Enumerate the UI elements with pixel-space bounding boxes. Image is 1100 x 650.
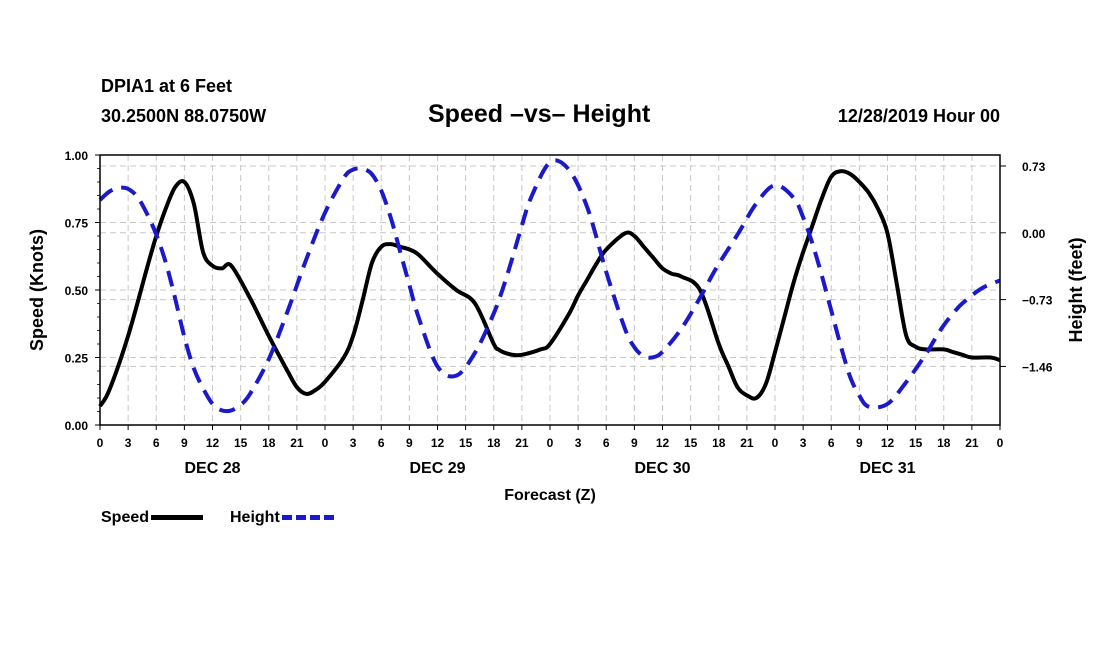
day-label: DEC 30 [634,460,690,477]
day-label: DEC 28 [184,460,240,477]
x-tick-label: 9 [631,436,638,450]
x-tick-label: 15 [234,436,248,450]
chart-title: Speed –vs– Height [428,100,651,128]
legend-height-label: Height [230,509,280,526]
legend-speed-swatch [151,515,204,521]
x-tick-label: 12 [881,436,895,450]
x-tick-label: 6 [603,436,610,450]
x-tick-label: 9 [406,436,413,450]
series-line-speed [98,169,1001,408]
x-tick-label: 15 [684,436,698,450]
left-tick-label: 1.00 [65,149,89,163]
x-tick-label: 21 [515,436,529,450]
x-tick-label: 0 [547,436,554,450]
legend-speed-label: Speed [101,509,150,526]
right-y-axis-label: Height (feet) [1066,238,1086,343]
x-tick-label: 3 [800,436,807,450]
x-tick-label: 0 [997,436,1004,450]
x-tick-label: 6 [828,436,835,450]
left-tick-label: 0.50 [65,284,89,298]
x-tick-label: 3 [350,436,357,450]
x-tick-label: 12 [431,436,445,450]
grid-lines [100,155,1000,425]
x-tick-label: 21 [965,436,979,450]
x-tick-labels: 0 3 6 9 12 15 18 21 0 3 6 9 12 15 18 21 0 3 6 9 12 15 18 21 0 3 6 9… [97,436,1004,477]
series-line-height [98,158,1001,414]
x-tick-label: 0 [772,436,779,450]
axis-ticks [95,154,1006,430]
x-tick-label: 12 [656,436,670,450]
legend-height: Height [230,509,334,527]
series-lines [98,158,1001,414]
x-tick-label: 3 [125,436,132,450]
x-tick-label: 6 [153,436,160,450]
x-tick-label: 15 [459,436,473,450]
right-tick-label: −0.73 [1022,294,1053,308]
x-tick-label: 6 [378,436,385,450]
x-tick-label: 0 [97,436,104,450]
x-tick-label: 21 [740,436,754,450]
day-label: DEC 29 [409,460,465,477]
legend-height-swatch [281,515,334,521]
left-tick-label: 0.00 [65,419,89,433]
x-tick-label: 9 [181,436,188,450]
x-tick-label: 18 [937,436,951,450]
x-tick-label: 9 [856,436,863,450]
legend-speed: Speed [101,509,204,527]
x-tick-label: 21 [290,436,304,450]
x-tick-label: 0 [322,436,329,450]
left-tick-label: 0.25 [65,352,89,366]
left-y-axis-label: Speed (Knots) [27,229,47,351]
x-tick-label: 18 [487,436,501,450]
y-tick-labels: 0.00 0.25 0.50 0.75 1.00 0.73 0.00 −0.73 −1.46 [65,149,1053,433]
x-tick-label: 18 [262,436,276,450]
x-tick-label: 18 [712,436,726,450]
x-axis-label: Forecast (Z) [504,487,596,504]
right-tick-label: −1.46 [1022,360,1053,374]
x-tick-label: 12 [206,436,220,450]
day-label: DEC 31 [859,460,915,477]
station-label: DPIA1 at 6 Feet [101,76,233,96]
x-tick-label: 15 [909,436,923,450]
right-tick-label: 0.73 [1022,160,1046,174]
x-tick-label: 3 [575,436,582,450]
left-tick-label: 0.75 [65,217,89,231]
right-tick-label: 0.00 [1022,227,1046,241]
forecast-date-label: 12/28/2019 Hour 00 [837,106,1000,126]
coordinates-label: 30.2500N 88.0750W [101,106,267,126]
